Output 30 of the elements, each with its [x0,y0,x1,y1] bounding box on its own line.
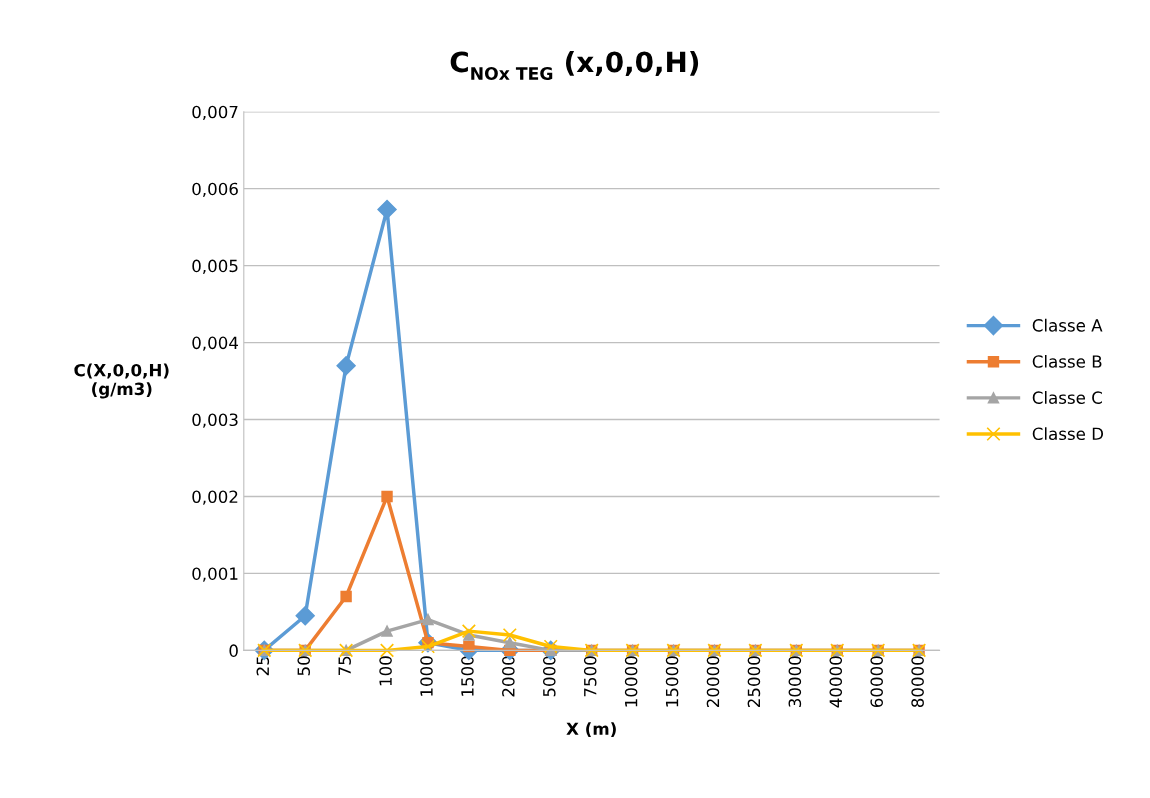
x-tick-label: 100 [379,656,392,686]
x-tick-label: 10000 [624,656,638,707]
x-tick-label: 75 [338,656,351,676]
x-tick-label: 1500 [461,656,474,696]
x-tick-label: 25000 [747,656,761,708]
y-axis-title: C(X,0,0,H) (g/m3) [74,363,169,399]
legend-label: Classe C [1032,391,1102,404]
y-tick-label: 0,005 [192,259,238,274]
y-tick-label: 0,003 [192,413,238,428]
x-tick-label: 40000 [829,656,843,708]
x-tick-label: 15000 [665,656,679,707]
y-tick-label: 0,007 [192,105,238,120]
legend-label: Classe B [1032,354,1102,368]
x-tick-label: 50 [297,656,311,676]
x-axis-title: X (m) [566,722,616,737]
x-tick-label: 80000 [911,656,924,708]
x-tick-label: 20000 [706,656,720,708]
y-tick-label: 0,002 [192,490,238,505]
x-tick-label: 7500 [583,656,597,697]
x-tick-label: 30000 [788,656,802,707]
y-tick-label: 0 [229,644,238,657]
y-tick-label: 0,006 [192,182,238,197]
legend-label: Classe A [1032,318,1103,332]
x-tick-label: 5000 [542,656,556,697]
y-tick-label: 0,004 [192,336,238,351]
y-tick-label: 0,001 [192,567,238,582]
x-tick-label: 60000 [870,656,883,708]
x-tick-label: 2000 [502,656,515,697]
legend-label: Classe D [1032,427,1104,441]
x-tick-label: 1000 [420,656,433,696]
